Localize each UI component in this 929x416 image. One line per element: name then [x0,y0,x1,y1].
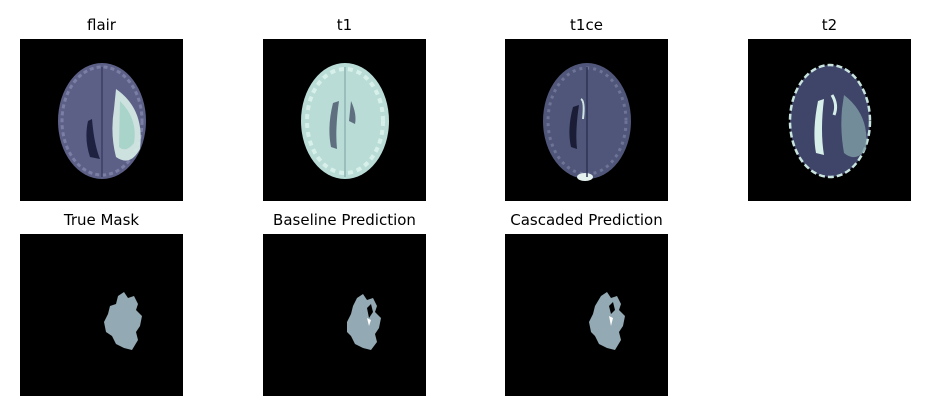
panel-title-true-mask: True Mask [63,211,140,229]
true-mask-image [20,234,183,396]
baseline-prediction-image [263,234,426,396]
panel-title-t1: t1 [336,16,353,34]
panel-title-t2: t2 [821,16,838,34]
panel-title-cascaded-prediction: Cascaded Prediction [510,211,663,229]
panel-title-baseline-prediction: Baseline Prediction [273,211,416,229]
cascaded-prediction-image [505,234,668,396]
flair-mri-image [20,39,183,201]
t1-mri-image [263,39,426,201]
t1ce-mri-image [505,39,668,201]
t2-mri-image [748,39,911,201]
panel-title-t1ce: t1ce [570,16,603,34]
panel-title-flair: flair [87,16,116,34]
